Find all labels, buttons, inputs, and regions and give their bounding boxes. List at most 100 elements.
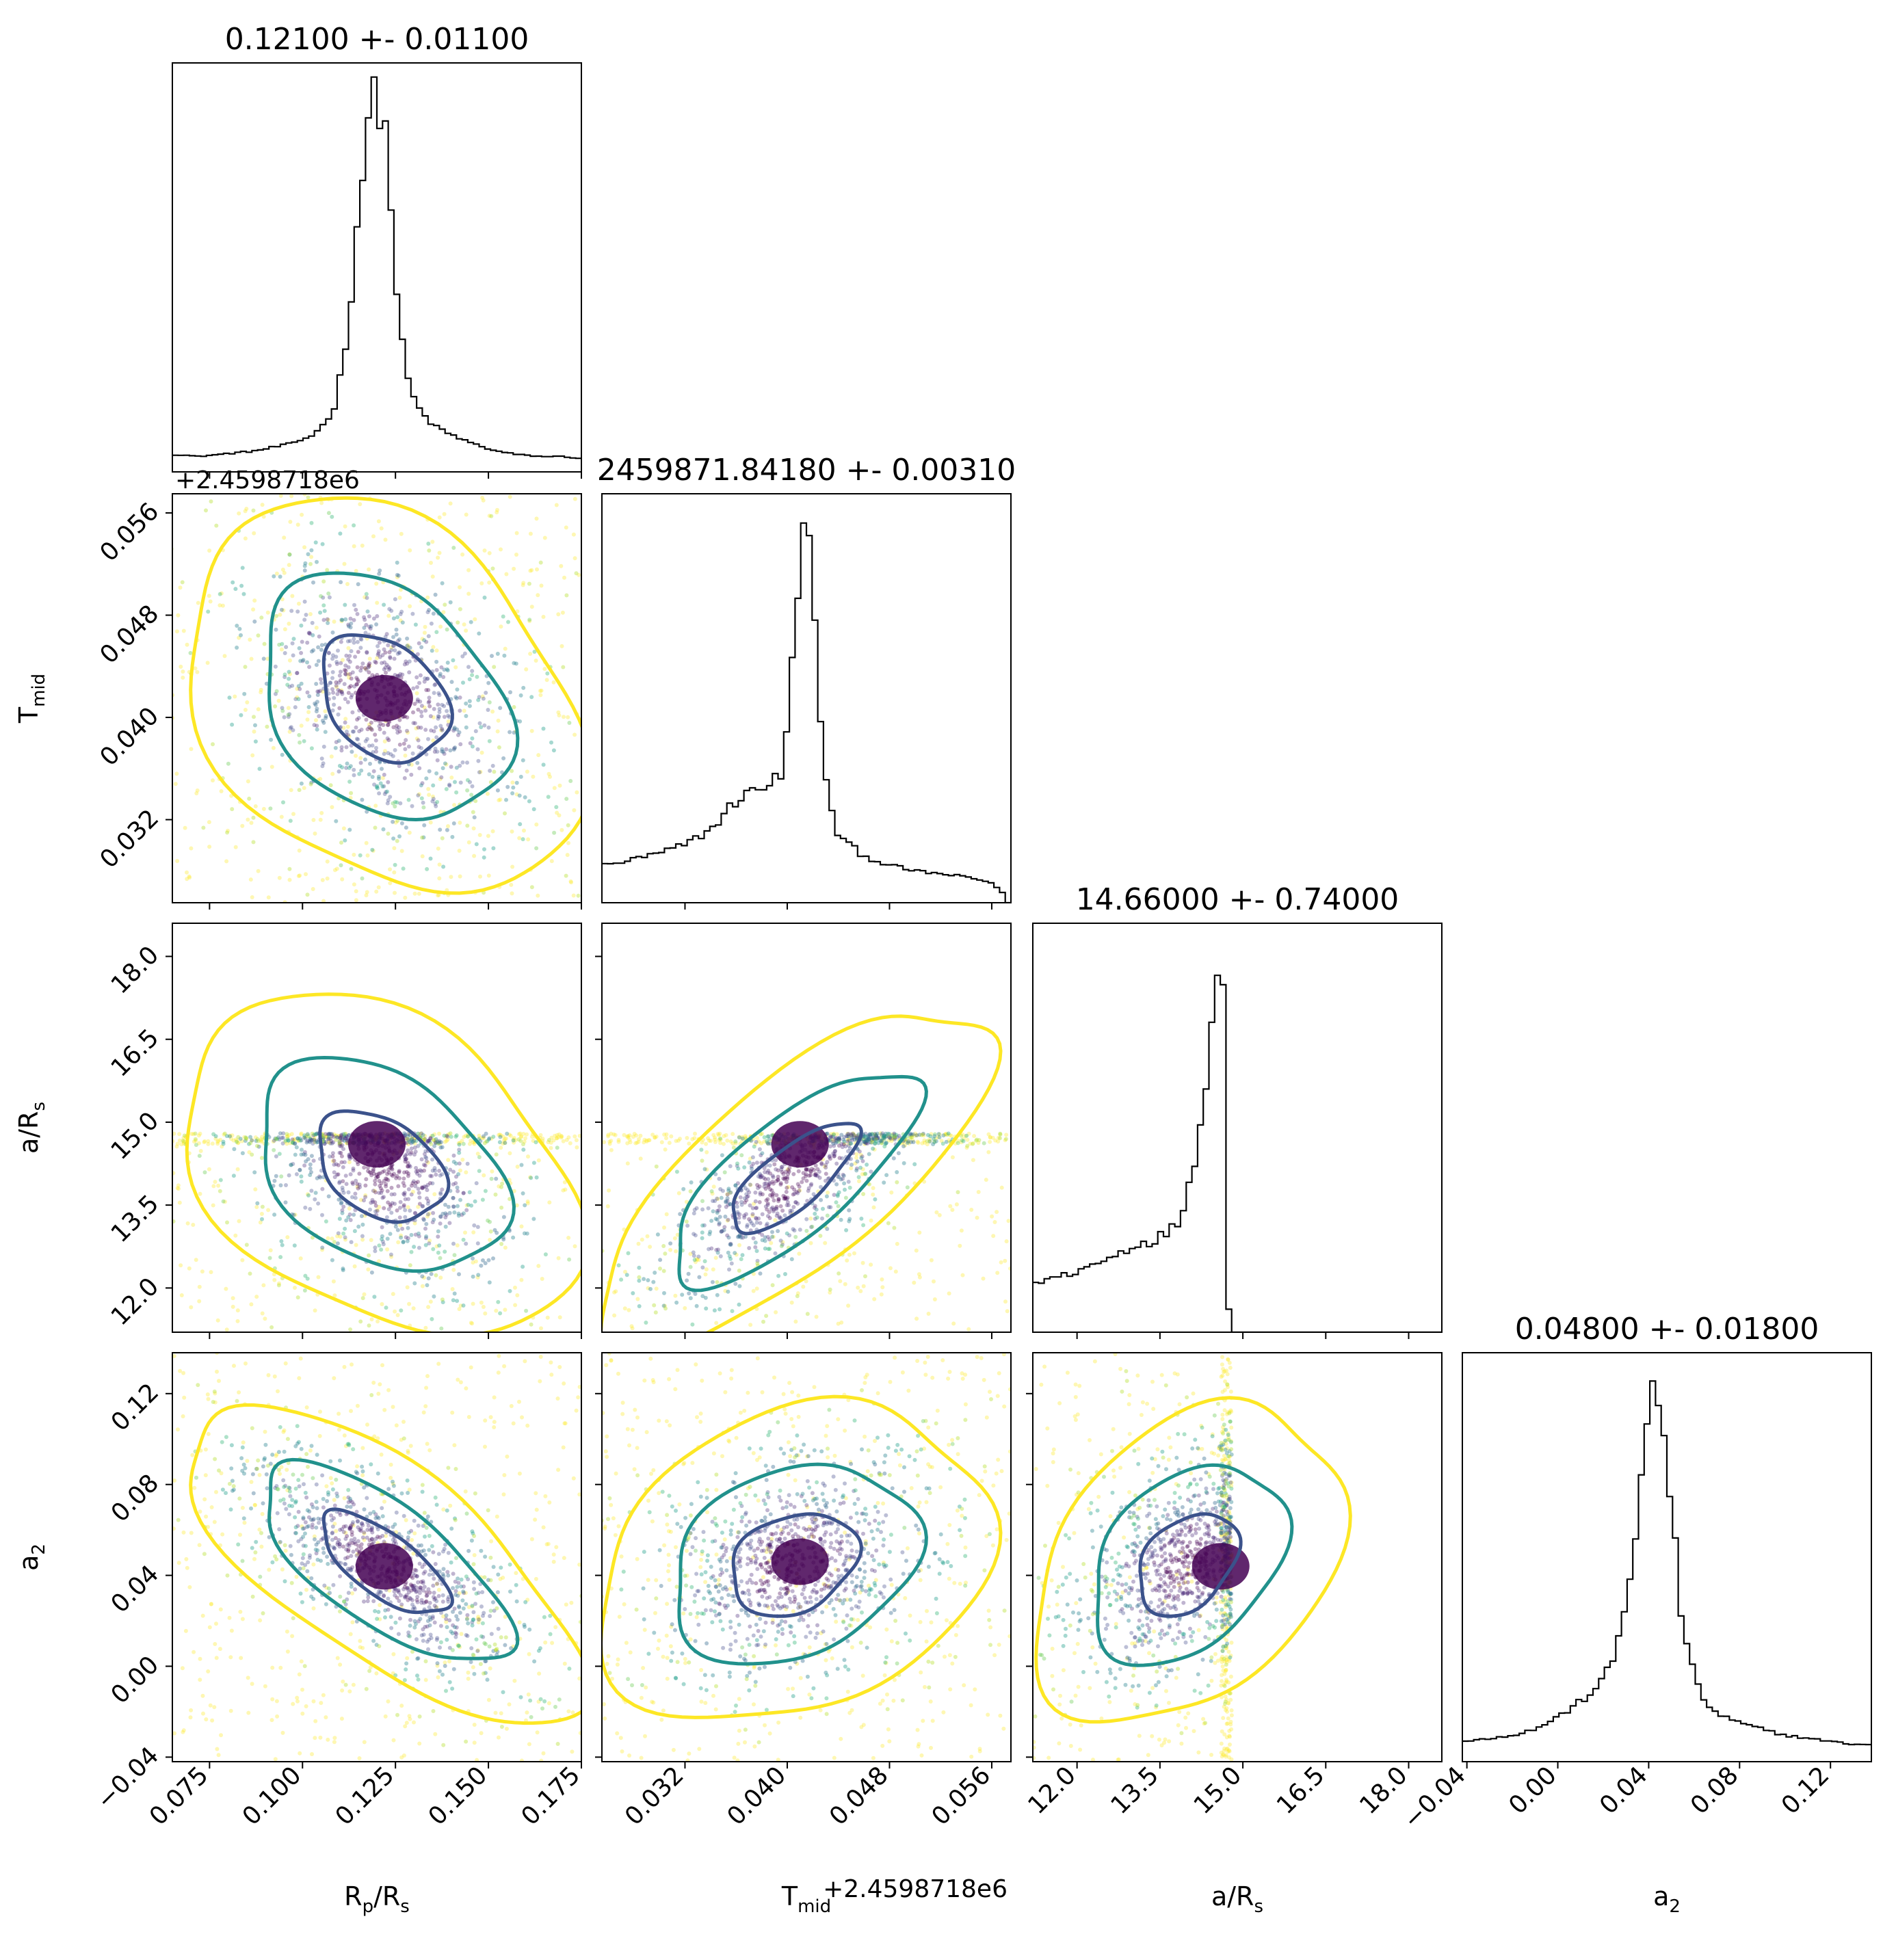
sample-point	[867, 1182, 871, 1187]
sample-point	[451, 1195, 456, 1200]
sample-point	[299, 681, 304, 686]
sample-point	[345, 761, 350, 766]
sample-point	[406, 1226, 410, 1230]
sample-point	[219, 591, 224, 596]
sample-point	[138, 1440, 142, 1444]
sample-point	[837, 1137, 842, 1142]
sample-point	[412, 1281, 417, 1286]
sample-point	[551, 680, 556, 685]
sample-point	[501, 1690, 505, 1695]
sample-point	[365, 737, 369, 741]
sample-point	[988, 1135, 992, 1140]
sample-point	[352, 729, 356, 734]
sample-point	[429, 1636, 434, 1641]
sample-point	[382, 1195, 386, 1200]
sample-point	[344, 653, 349, 658]
sample-point	[295, 1524, 300, 1528]
sample-point	[867, 1140, 872, 1145]
sample-point	[193, 1137, 198, 1141]
sample-point	[752, 1144, 756, 1149]
sample-point	[538, 1379, 542, 1383]
sample-point	[321, 1139, 326, 1144]
sample-point	[710, 1280, 715, 1284]
sample-point	[251, 607, 256, 612]
sample-point	[437, 1139, 442, 1143]
sample-point	[824, 1165, 828, 1170]
sample-point	[209, 1505, 214, 1509]
sample-point	[472, 1553, 477, 1557]
sample-point	[280, 1567, 285, 1572]
sample-point	[347, 1689, 352, 1694]
contour-middle	[677, 1074, 928, 1293]
sample-point	[240, 823, 245, 828]
sample-point	[445, 1508, 449, 1513]
sample-point	[727, 1254, 732, 1258]
sample-point	[819, 1184, 823, 1189]
sample-point	[379, 526, 384, 531]
sample-point	[341, 1268, 345, 1273]
sample-point	[507, 1178, 512, 1182]
sample-point	[479, 1300, 484, 1305]
sample-point	[409, 1588, 414, 1593]
sample-point	[358, 1319, 363, 1324]
sample-point	[388, 1232, 393, 1236]
sample-point	[431, 738, 436, 743]
sample-point	[509, 882, 514, 887]
sample-point	[416, 1677, 421, 1682]
sample-point	[915, 1139, 920, 1144]
sample-point	[253, 804, 258, 808]
sample-point	[366, 665, 371, 670]
sample-point	[360, 1234, 365, 1239]
sample-point	[371, 1189, 376, 1193]
scatter-panel-rp-tmid	[172, 493, 582, 903]
sample-point	[471, 1531, 475, 1536]
sample-points	[602, 1131, 1062, 1332]
sample-point	[429, 1134, 434, 1139]
sample-point	[292, 1137, 297, 1141]
sample-point	[713, 1172, 718, 1176]
sample-point	[384, 663, 389, 667]
sample-point	[750, 1221, 754, 1226]
sample-point	[329, 754, 334, 759]
sample-point	[250, 1138, 254, 1143]
sample-point	[842, 1181, 847, 1186]
sample-point	[379, 1181, 384, 1186]
sample-point	[224, 1435, 228, 1440]
sample-point	[332, 1740, 337, 1745]
sample-point	[508, 1133, 513, 1138]
sample-point	[488, 769, 492, 773]
sample-point	[664, 1212, 669, 1217]
sample-point	[567, 1257, 572, 1262]
sample-point	[359, 1214, 364, 1219]
sample-point	[833, 1137, 838, 1141]
sample-point	[235, 646, 239, 650]
sample-point	[607, 1188, 611, 1193]
sample-point	[798, 1228, 802, 1232]
sample-point	[370, 743, 375, 748]
sample-point	[176, 613, 181, 618]
sample-point	[512, 1189, 516, 1193]
sample-point	[1057, 1141, 1062, 1145]
sample-point	[783, 1272, 787, 1276]
sample-point	[418, 673, 423, 678]
sample-point	[280, 1135, 285, 1140]
sample-point	[483, 1189, 488, 1193]
sample-point	[529, 1322, 534, 1327]
sample-point	[405, 661, 410, 666]
sample-point	[308, 631, 313, 636]
sample-point	[869, 1137, 874, 1142]
sample-point	[865, 1138, 869, 1143]
sample-point	[514, 1571, 518, 1576]
sample-point	[444, 1135, 449, 1139]
sample-point	[514, 780, 519, 785]
sample-point	[880, 1141, 884, 1145]
sample-point	[492, 769, 497, 774]
sample-point	[331, 1279, 336, 1284]
sample-point	[1003, 1138, 1008, 1143]
sample-point	[743, 1234, 748, 1239]
sample-point	[765, 1214, 770, 1219]
sample-point	[208, 1703, 213, 1708]
sample-point	[393, 799, 397, 804]
sample-point	[785, 1200, 790, 1204]
sample-point	[503, 1136, 508, 1141]
